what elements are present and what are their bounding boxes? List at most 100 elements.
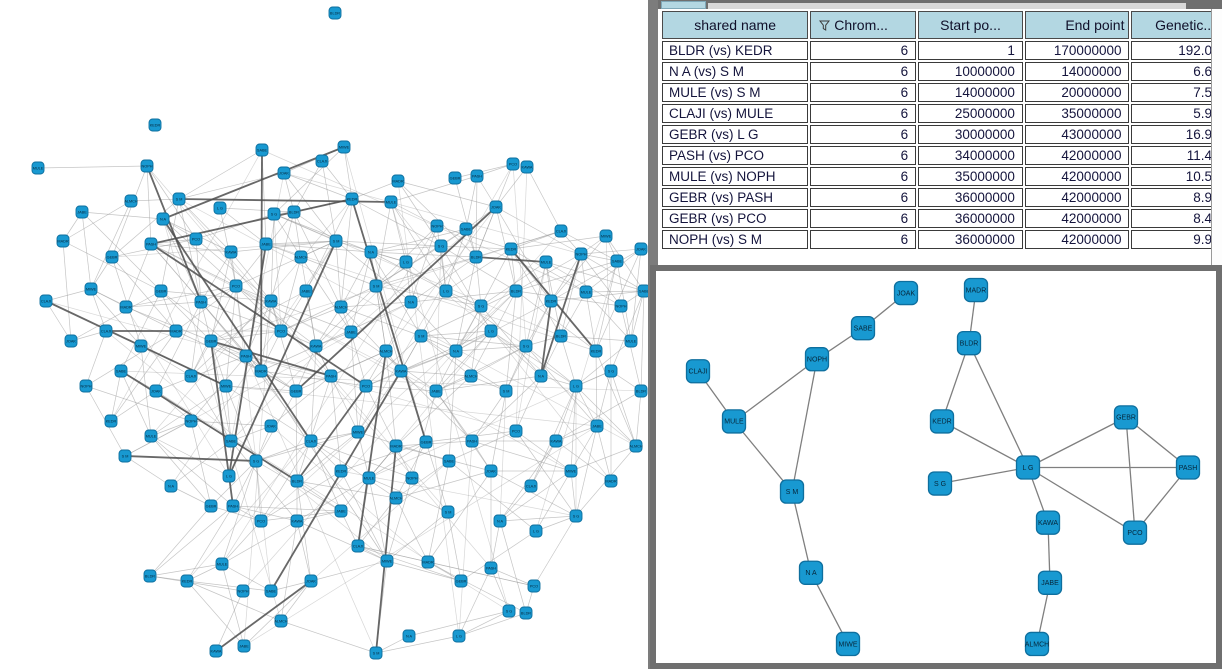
network-edge[interactable] — [550, 235, 607, 302]
network-node[interactable]: S M — [172, 192, 186, 206]
cell-value[interactable]: 42000000 — [1024, 146, 1130, 165]
node-shape[interactable] — [334, 300, 348, 314]
network-edge[interactable] — [62, 240, 162, 292]
network-edge[interactable] — [265, 243, 597, 352]
network-edge[interactable] — [410, 290, 517, 303]
node-shape[interactable] — [172, 192, 186, 206]
network-node[interactable]: MULE — [384, 195, 398, 209]
network-node[interactable]: PASH — [144, 237, 158, 251]
network-edge[interactable] — [420, 290, 517, 337]
node-shape[interactable] — [79, 379, 93, 393]
network-edge[interactable] — [585, 248, 642, 293]
network-node[interactable]: MADR — [169, 324, 183, 338]
network-edge[interactable] — [458, 440, 473, 637]
node-shape[interactable] — [134, 339, 148, 353]
network-edge[interactable] — [630, 248, 642, 342]
network-node[interactable]: L G — [439, 284, 453, 298]
network-edge[interactable] — [357, 163, 514, 433]
node-shape[interactable] — [148, 118, 162, 132]
network-edge[interactable] — [350, 251, 372, 333]
cell-shared-name[interactable]: BLDR (vs) KEDR — [662, 41, 809, 60]
network-edge[interactable] — [480, 261, 547, 307]
node-shape[interactable] — [236, 584, 250, 598]
cell-value[interactable]: 42000000 — [1024, 230, 1130, 249]
node-shape[interactable] — [254, 364, 268, 378]
node-shape[interactable] — [569, 509, 583, 523]
network-node[interactable]: MADR — [389, 439, 403, 453]
network-node[interactable]: S M — [118, 449, 132, 463]
network-node[interactable]: GEBR — [105, 250, 119, 264]
network-edge[interactable] — [941, 420, 1029, 469]
network-edge[interactable] — [635, 390, 642, 447]
node-shape[interactable] — [274, 324, 288, 338]
network-edge[interactable] — [81, 211, 164, 220]
network-edge[interactable] — [475, 256, 547, 263]
network-edge[interactable] — [232, 505, 298, 522]
network-node[interactable]: MIWE — [351, 425, 365, 439]
network-edge[interactable] — [368, 441, 427, 479]
network-edge[interactable] — [390, 201, 438, 227]
node-shape[interactable] — [99, 324, 113, 338]
network-node[interactable]: BLDR — [554, 329, 568, 343]
network-edge[interactable] — [540, 335, 562, 377]
network-edge[interactable] — [395, 470, 492, 499]
node-shape[interactable] — [184, 414, 198, 428]
network-node[interactable]: S G — [267, 207, 281, 221]
network-edge[interactable] — [630, 290, 645, 342]
node-shape[interactable] — [402, 629, 416, 643]
network-edge[interactable] — [150, 420, 192, 437]
network-node[interactable]: PCO — [509, 424, 523, 438]
network-edge[interactable] — [530, 440, 557, 487]
network-node[interactable]: MULE — [362, 471, 376, 485]
network-edge[interactable] — [260, 290, 517, 522]
network-edge[interactable] — [410, 225, 438, 303]
network-edge[interactable] — [458, 567, 492, 637]
network-edge[interactable] — [296, 431, 359, 482]
network-node[interactable]: CLAJI — [39, 294, 53, 308]
cell-value[interactable]: 34000000 — [918, 146, 1023, 165]
network-edge[interactable] — [535, 260, 618, 532]
cell-value[interactable]: 6 — [810, 41, 917, 60]
network-node[interactable]: N A — [402, 629, 416, 643]
cell-value[interactable]: 6 — [810, 209, 917, 228]
network-edge[interactable] — [458, 610, 510, 637]
network-edge[interactable] — [455, 345, 527, 352]
network-edge[interactable] — [420, 335, 507, 392]
network-edge[interactable] — [395, 440, 473, 447]
network-edge[interactable] — [330, 350, 387, 377]
network-edge[interactable] — [610, 370, 637, 447]
cell-value[interactable]: 30000000 — [918, 125, 1023, 144]
network-edge[interactable] — [939, 466, 1029, 485]
network-node[interactable]: KEDR — [180, 574, 194, 588]
table-row[interactable]: PASH (vs) PCO 6 34000000 42000000 11.4 — [662, 146, 1220, 165]
network-node[interactable]: MULE — [144, 429, 158, 443]
network-edge[interactable] — [733, 420, 793, 492]
network-edge[interactable] — [448, 430, 517, 462]
network-edge[interactable] — [305, 290, 317, 347]
network-node[interactable]: S G — [569, 509, 583, 523]
node-shape[interactable] — [414, 329, 428, 343]
network-node[interactable]: PASH — [465, 434, 479, 448]
node-shape[interactable] — [104, 414, 118, 428]
table-row[interactable]: MULE (vs) NOPH 6 35000000 42000000 10.5 — [662, 167, 1220, 186]
network-node[interactable]: JABE — [75, 205, 89, 219]
table-row[interactable]: CLAJI (vs) MULE 6 25000000 35000000 5.9 — [662, 104, 1220, 123]
network-edge[interactable] — [791, 491, 812, 573]
network-node[interactable]: MADR — [963, 277, 989, 303]
network-edge[interactable] — [296, 520, 312, 582]
network-edge[interactable] — [555, 440, 612, 482]
network-node[interactable]: MULE — [721, 409, 747, 434]
network-node[interactable]: N A — [798, 560, 824, 585]
network-edge[interactable] — [242, 230, 562, 592]
network-node[interactable]: SABE — [224, 434, 238, 448]
node-shape[interactable] — [164, 479, 178, 493]
network-edge[interactable] — [225, 385, 312, 442]
network-edge[interactable] — [375, 285, 387, 352]
network-edge[interactable] — [499, 520, 527, 614]
cell-value[interactable]: 6 — [810, 230, 917, 249]
network-edge[interactable] — [365, 385, 437, 392]
network-edge[interactable] — [160, 290, 272, 302]
network-edge[interactable] — [357, 385, 367, 433]
network-edge[interactable] — [460, 530, 537, 582]
network-edge[interactable] — [140, 345, 152, 437]
